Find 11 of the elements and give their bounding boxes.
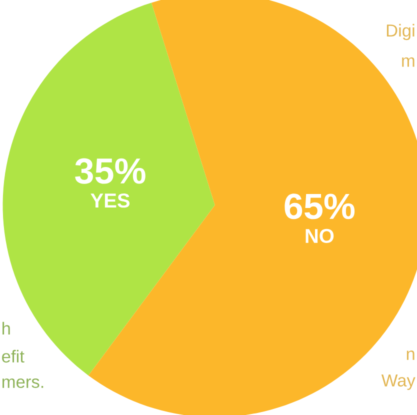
data-label: 65% bbox=[284, 194, 355, 220]
text: Digi bbox=[386, 24, 414, 40]
text: mers. bbox=[2, 378, 44, 388]
text: n bbox=[406, 350, 414, 360]
slice-label: NO bbox=[306, 228, 334, 243]
text: efit bbox=[2, 350, 24, 362]
text: h bbox=[2, 322, 10, 334]
text: Way bbox=[381, 374, 416, 390]
slice-label: YES bbox=[90, 193, 130, 208]
data-label: 35% bbox=[75, 158, 146, 184]
text: m bbox=[402, 57, 414, 67]
